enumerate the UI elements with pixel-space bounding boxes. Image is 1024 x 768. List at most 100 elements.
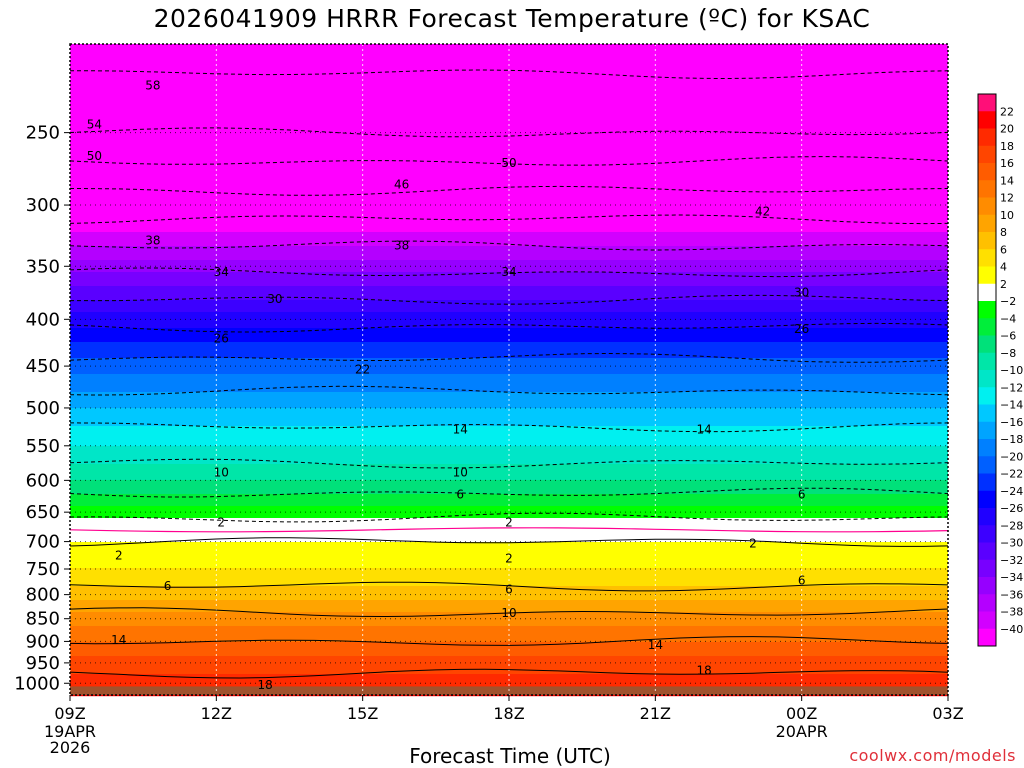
- contour-label: 6: [505, 583, 513, 597]
- colorbar-swatch: [978, 266, 996, 285]
- isotherm-contour: [69, 581, 949, 592]
- freezing-level-contour: [69, 527, 949, 533]
- temperature-band: [70, 280, 948, 283]
- temperature-band: [70, 292, 948, 295]
- temperature-band: [70, 210, 948, 213]
- contour-label: 38: [394, 238, 409, 252]
- temperature-band: [70, 516, 948, 519]
- temperature-band: [70, 456, 948, 459]
- temperature-band: [70, 500, 948, 503]
- temperature-band: [70, 682, 948, 685]
- colorbar-tick-label: −6: [1000, 330, 1016, 343]
- colorbar-tick-label: −38: [1000, 606, 1023, 619]
- colorbar-tick-label: 18: [1000, 140, 1014, 153]
- temperature-band: [70, 240, 948, 243]
- temperature-band: [70, 140, 948, 143]
- temperature-band: [70, 100, 948, 103]
- temperature-band: [70, 162, 948, 165]
- temperature-band: [70, 360, 948, 363]
- temperature-band: [70, 600, 948, 603]
- temperature-band: [70, 266, 948, 269]
- colorbar-tick-label: −30: [1000, 537, 1023, 550]
- temperature-band: [70, 340, 948, 343]
- contour-label: 26: [214, 332, 229, 346]
- contour-label: 10: [501, 606, 516, 620]
- y-tick-label: 450: [26, 356, 60, 377]
- colorbar-swatch: [978, 318, 996, 336]
- temperature-band: [70, 680, 948, 683]
- temperature-band: [70, 436, 948, 439]
- contour-label: 14: [648, 638, 663, 652]
- credit-link[interactable]: coolwx.com/models: [849, 746, 1016, 765]
- temperature-band: [70, 176, 948, 179]
- temperature-band: [70, 130, 948, 133]
- temperature-band: [70, 342, 948, 345]
- temperature-band: [70, 270, 948, 273]
- temperature-band: [70, 352, 948, 355]
- temperature-band: [70, 626, 948, 629]
- temperature-band: [70, 632, 948, 635]
- colorbar-swatch: [978, 180, 996, 198]
- temperature-band: [70, 256, 948, 259]
- contour-label: 54: [87, 118, 102, 132]
- contour-label: 30: [794, 286, 809, 300]
- temperature-band: [70, 246, 948, 249]
- temperature-band: [70, 596, 948, 599]
- contour-label: 58: [145, 78, 160, 92]
- contour-label: 6: [798, 488, 806, 502]
- y-tick-label: 300: [26, 195, 60, 216]
- y-tick-label: 400: [26, 309, 60, 330]
- temperature-band: [70, 216, 948, 219]
- contour-label: 10: [453, 465, 468, 479]
- temperature-band: [70, 60, 948, 63]
- temperature-band: [70, 170, 948, 173]
- colorbar-tick-label: 10: [1000, 209, 1014, 222]
- y-tick-label: 800: [26, 585, 60, 606]
- isotherm-contour: [69, 668, 949, 679]
- temperature-band: [70, 276, 948, 279]
- temperature-band: [70, 622, 948, 625]
- temperature-band: [70, 616, 948, 619]
- temperature-band: [70, 646, 948, 649]
- temperature-band: [70, 106, 948, 109]
- temperature-band: [70, 416, 948, 419]
- temperature-band: [70, 196, 948, 199]
- temperature-band: [70, 652, 948, 655]
- temperature-band: [70, 312, 948, 315]
- colorbar-tick-label: 22: [1000, 105, 1014, 118]
- temperature-band: [70, 160, 948, 163]
- temperature-band: [70, 102, 948, 105]
- x-tick-date-label: 20APR: [776, 722, 828, 741]
- x-axis-label: Forecast Time (UTC): [409, 744, 611, 768]
- temperature-band: [70, 532, 948, 535]
- temperature-band: [70, 186, 948, 189]
- temperature-band: [70, 610, 948, 613]
- colorbar-tick-label: −32: [1000, 554, 1023, 567]
- contour-label: 46: [394, 178, 409, 192]
- x-tick-label: 15Z: [347, 704, 378, 723]
- x-tick-date-label: 2026: [50, 738, 91, 757]
- colorbar-tick-label: −20: [1000, 450, 1023, 463]
- temperature-band: [70, 310, 948, 313]
- colorbar-tick-label: −2: [1000, 295, 1016, 308]
- colorbar-swatch: [978, 456, 996, 474]
- temperature-band: [70, 282, 948, 285]
- colorbar-swatch: [978, 628, 996, 647]
- temperature-band: [70, 556, 948, 559]
- temperature-band: [70, 526, 948, 529]
- colorbar-tick-label: −36: [1000, 588, 1023, 601]
- colorbar-tick-label: −10: [1000, 364, 1023, 377]
- temperature-band: [70, 302, 948, 305]
- contour-label: 6: [164, 579, 172, 593]
- x-tick-label: 18Z: [493, 704, 524, 723]
- temperature-band: [70, 200, 948, 203]
- colorbar-tick-label: −14: [1000, 399, 1023, 412]
- temperature-band: [70, 582, 948, 585]
- contour-label: 18: [257, 678, 272, 692]
- temperature-band: [70, 156, 948, 159]
- temperature-band: [70, 370, 948, 373]
- contour-label: 30: [267, 292, 282, 306]
- colorbar-tick-label: 16: [1000, 157, 1014, 170]
- y-tick-label: 500: [26, 398, 60, 419]
- temperature-band: [70, 166, 948, 169]
